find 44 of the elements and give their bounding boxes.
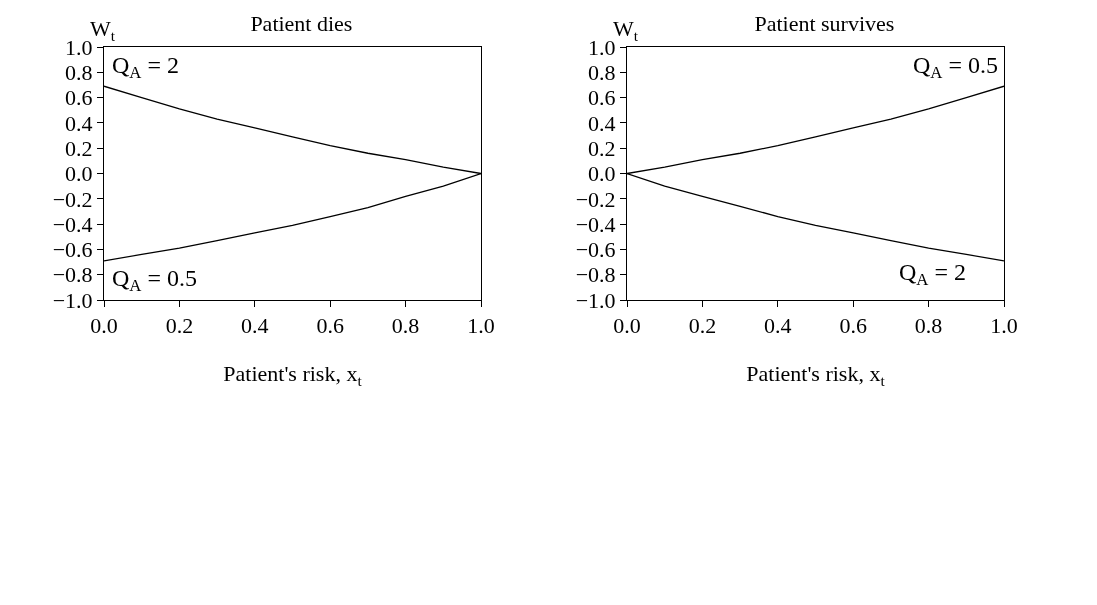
x-axis-title: Patient's risk, x$_{t}$ — [746, 361, 886, 389]
x-tick-label: 0.0 — [613, 313, 641, 339]
y-tick-label: 0.4 — [65, 110, 93, 136]
y-tick-label: −0.2 — [52, 186, 93, 212]
chart-title: Patient survives — [754, 10, 895, 36]
y-tick-label: −0.2 — [575, 186, 616, 212]
y-tick-label: 0.4 — [588, 110, 616, 136]
x-tick-label: 1.0 — [467, 313, 495, 339]
y-tick-label: 0.0 — [588, 161, 616, 187]
x-tick-label: 0.4 — [764, 313, 792, 339]
y-tick-label: −0.6 — [575, 237, 616, 263]
y-tick-label: 0.6 — [588, 85, 616, 111]
y-tick-label: 1.0 — [65, 34, 93, 60]
x-tick-label: 0.8 — [391, 313, 420, 339]
x-tick-label: 0.4 — [241, 313, 269, 339]
y-tick-label: 0.8 — [65, 60, 93, 85]
y-tick-label: −1.0 — [575, 287, 616, 313]
y-tick-label: −0.4 — [52, 211, 93, 237]
y-axis-title: W$_{t}$ — [90, 16, 116, 44]
y-tick-label: −0.8 — [575, 262, 616, 288]
annotation: Q$_{A}$ = 2 — [899, 259, 967, 290]
x-tick-label: 0.6 — [839, 313, 867, 339]
y-tick-label: −1.0 — [52, 287, 93, 313]
y-tick-label: 1.0 — [588, 34, 616, 60]
x-tick-label: 0.0 — [90, 313, 118, 339]
annotation: Q$_{A}$ = 0.5 — [913, 52, 999, 83]
y-tick-label: −0.6 — [52, 237, 93, 263]
y-tick-label: 0.0 — [65, 161, 93, 187]
x-axis-title: Patient's risk, x$_{t}$ — [223, 361, 363, 389]
annotation: Q$_{A}$ = 0.5 — [112, 265, 198, 296]
y-tick-label: −0.4 — [575, 211, 616, 237]
y-tick-label: 0.6 — [65, 85, 93, 111]
y-tick-label: −0.8 — [52, 262, 93, 288]
x-tick-label: 0.6 — [316, 313, 344, 339]
x-tick-label: 0.8 — [914, 313, 943, 339]
x-tick-label: 0.2 — [165, 313, 194, 339]
y-tick-label: 0.2 — [588, 135, 616, 161]
x-tick-label: 0.2 — [688, 313, 717, 339]
annotation: Q$_{A}$ = 2 — [112, 52, 180, 83]
y-axis-title: W$_{t}$ — [613, 16, 639, 44]
x-tick-label: 1.0 — [990, 313, 1018, 339]
y-tick-label: 0.2 — [65, 135, 93, 161]
y-tick-label: 0.8 — [588, 60, 616, 85]
chart-title: Patient dies — [250, 10, 353, 36]
